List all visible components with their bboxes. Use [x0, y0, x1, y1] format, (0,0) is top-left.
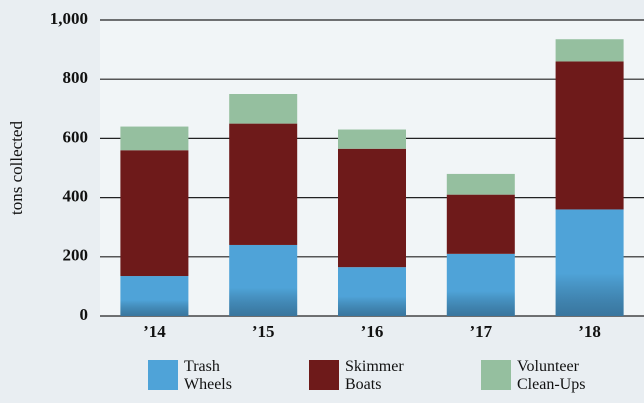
- y-tick-label: 200: [63, 246, 89, 265]
- y-axis-label: tons collected: [7, 121, 26, 215]
- bar-segment: [446, 173, 515, 195]
- bar-shade: [446, 253, 515, 316]
- bar-segment: [120, 126, 189, 151]
- bar-segment: [338, 129, 406, 149]
- y-tick-label: 1,000: [50, 9, 88, 28]
- bar-shade: [338, 267, 406, 316]
- legend-swatch: [309, 360, 339, 390]
- x-tick-label: ’17: [469, 322, 492, 341]
- legend-label: Trash Wheels: [184, 358, 232, 393]
- x-tick-label: ’18: [578, 322, 601, 341]
- legend-swatch: [481, 360, 511, 390]
- bar-shade: [120, 276, 189, 316]
- bar-shade: [229, 244, 298, 316]
- x-tick-label: ’15: [252, 322, 275, 341]
- bar-segment: [446, 194, 515, 254]
- y-tick-label: 400: [63, 187, 89, 206]
- bar-segment: [229, 94, 298, 124]
- bar-shade: [555, 209, 624, 316]
- x-tick-label: ’16: [361, 322, 384, 341]
- legend-label: Skimmer Boats: [345, 358, 404, 393]
- x-tick-label: ’14: [143, 322, 166, 341]
- bar-segment: [555, 61, 624, 210]
- legend-label: Volunteer Clean-Ups: [517, 358, 586, 393]
- bar-segment: [120, 150, 189, 277]
- y-tick-label: 600: [63, 127, 89, 146]
- legend-swatch: [148, 360, 178, 390]
- bar-segment: [338, 148, 406, 268]
- bar-segment: [229, 123, 298, 245]
- bar-segment: [555, 39, 624, 62]
- y-tick-label: 0: [80, 305, 89, 324]
- y-tick-label: 800: [63, 68, 89, 87]
